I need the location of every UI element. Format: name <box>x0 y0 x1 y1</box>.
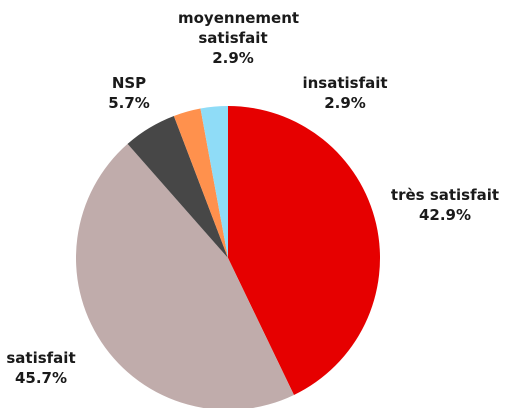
slice-label: NSP 5.7% <box>59 73 199 113</box>
pie-slice <box>200 106 228 258</box>
pie-slice <box>127 115 228 259</box>
category-name: NSP <box>111 74 147 92</box>
pie-slice <box>228 106 381 395</box>
category-name: moyennement satisfait <box>178 9 300 47</box>
category-name: satisfait <box>6 349 76 367</box>
slice-label: satisfait 45.7% <box>0 348 111 388</box>
pie-slice <box>76 143 294 408</box>
slice-label: moyennement satisfait 2.9% <box>163 8 303 68</box>
value-label: 42.9% <box>418 206 472 224</box>
pie-slice <box>173 108 228 258</box>
value-label: 5.7% <box>108 94 150 112</box>
category-name: insatisfait <box>302 74 388 92</box>
value-label: 45.7% <box>14 369 68 387</box>
slice-label: insatisfait 2.9% <box>275 73 415 113</box>
category-name: très satisfait <box>390 186 500 204</box>
slice-label: très satisfait 42.9% <box>375 185 513 225</box>
value-label: 2.9% <box>324 94 366 112</box>
value-label: 2.9% <box>212 49 254 67</box>
